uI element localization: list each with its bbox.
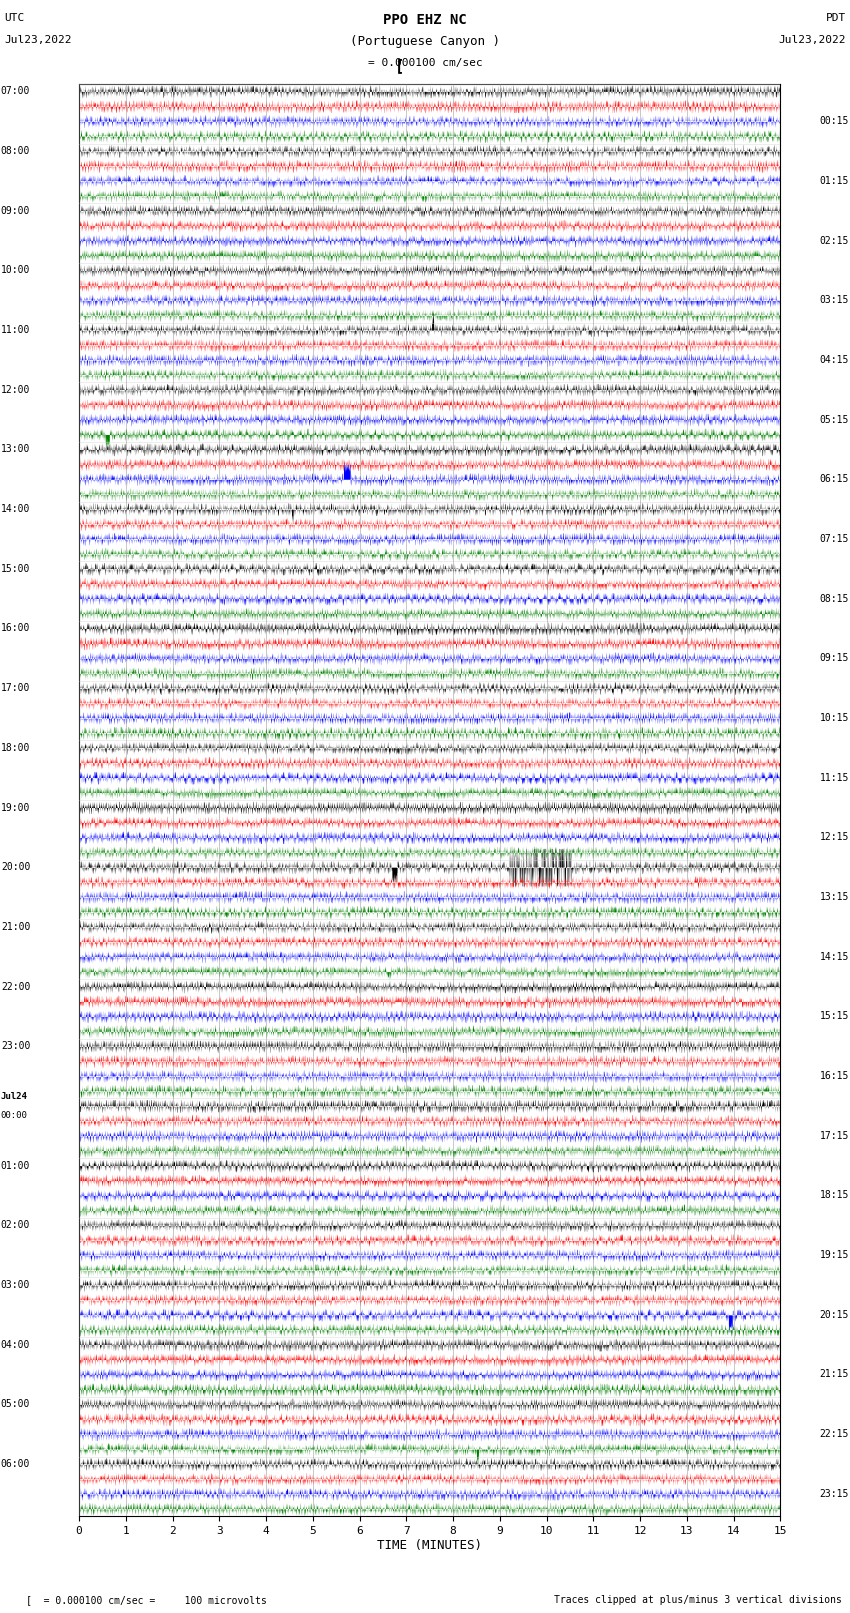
- Text: 08:00: 08:00: [1, 147, 31, 156]
- Text: 10:00: 10:00: [1, 266, 31, 276]
- Text: 23:15: 23:15: [819, 1489, 849, 1498]
- Text: PDT: PDT: [825, 13, 846, 23]
- Text: 05:00: 05:00: [1, 1400, 31, 1410]
- Text: 13:00: 13:00: [1, 445, 31, 455]
- Text: 11:00: 11:00: [1, 326, 31, 336]
- Text: = 0.000100 cm/sec: = 0.000100 cm/sec: [367, 58, 483, 68]
- Text: 21:00: 21:00: [1, 923, 31, 932]
- Text: 14:15: 14:15: [819, 952, 849, 961]
- Text: 11:15: 11:15: [819, 773, 849, 782]
- Text: 23:00: 23:00: [1, 1042, 31, 1052]
- Text: 10:15: 10:15: [819, 713, 849, 723]
- Text: 20:00: 20:00: [1, 863, 31, 873]
- Text: 03:00: 03:00: [1, 1281, 31, 1290]
- Text: [: [: [395, 58, 404, 73]
- Text: 02:15: 02:15: [819, 235, 849, 245]
- Text: Jul23,2022: Jul23,2022: [779, 35, 846, 45]
- X-axis label: TIME (MINUTES): TIME (MINUTES): [377, 1539, 482, 1552]
- Text: Jul23,2022: Jul23,2022: [4, 35, 71, 45]
- Text: 22:15: 22:15: [819, 1429, 849, 1439]
- Text: Jul24: Jul24: [1, 1092, 28, 1102]
- Text: 06:15: 06:15: [819, 474, 849, 484]
- Text: 04:15: 04:15: [819, 355, 849, 365]
- Text: 01:00: 01:00: [1, 1161, 31, 1171]
- Text: 17:00: 17:00: [1, 684, 31, 694]
- Text: 19:15: 19:15: [819, 1250, 849, 1260]
- Text: PPO EHZ NC: PPO EHZ NC: [383, 13, 467, 27]
- Text: (Portuguese Canyon ): (Portuguese Canyon ): [350, 35, 500, 48]
- Text: [  = 0.000100 cm/sec =     100 microvolts: [ = 0.000100 cm/sec = 100 microvolts: [26, 1595, 266, 1605]
- Text: 07:15: 07:15: [819, 534, 849, 544]
- Text: 18:00: 18:00: [1, 744, 31, 753]
- Text: 09:15: 09:15: [819, 653, 849, 663]
- Text: 19:00: 19:00: [1, 803, 31, 813]
- Text: 09:00: 09:00: [1, 206, 31, 216]
- Text: 20:15: 20:15: [819, 1310, 849, 1319]
- Text: 01:15: 01:15: [819, 176, 849, 185]
- Text: 18:15: 18:15: [819, 1190, 849, 1200]
- Text: 06:00: 06:00: [1, 1460, 31, 1469]
- Text: 13:15: 13:15: [819, 892, 849, 902]
- Text: 22:00: 22:00: [1, 982, 31, 992]
- Text: 02:00: 02:00: [1, 1221, 31, 1231]
- Text: 12:00: 12:00: [1, 386, 31, 395]
- Text: 00:15: 00:15: [819, 116, 849, 126]
- Text: 14:00: 14:00: [1, 505, 31, 515]
- Text: 16:00: 16:00: [1, 624, 31, 634]
- Text: 00:00: 00:00: [1, 1111, 28, 1119]
- Text: 03:15: 03:15: [819, 295, 849, 305]
- Text: 08:15: 08:15: [819, 594, 849, 603]
- Text: 15:00: 15:00: [1, 565, 31, 574]
- Text: 12:15: 12:15: [819, 832, 849, 842]
- Text: Traces clipped at plus/minus 3 vertical divisions: Traces clipped at plus/minus 3 vertical …: [553, 1595, 842, 1605]
- Text: 17:15: 17:15: [819, 1131, 849, 1140]
- Text: 07:00: 07:00: [1, 87, 31, 97]
- Text: 21:15: 21:15: [819, 1369, 849, 1379]
- Text: UTC: UTC: [4, 13, 25, 23]
- Text: 15:15: 15:15: [819, 1011, 849, 1021]
- Text: 05:15: 05:15: [819, 415, 849, 424]
- Text: 16:15: 16:15: [819, 1071, 849, 1081]
- Text: 04:00: 04:00: [1, 1340, 31, 1350]
